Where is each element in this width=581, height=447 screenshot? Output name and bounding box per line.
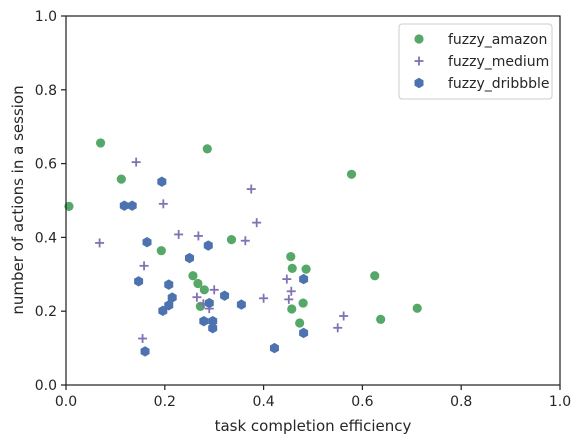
data-point [193,278,203,289]
data-point [299,327,309,339]
data-point [298,298,308,308]
data-point [286,286,296,296]
data-point [164,300,174,311]
legend-marker [414,77,424,89]
data-point [286,251,296,262]
x-tick-label: 0.0 [55,394,77,410]
data-point [339,311,349,321]
legend-label: fuzzy_dribbble [448,76,549,92]
data-point [199,285,209,295]
series-fuzzy-medium [95,157,349,344]
data-points [64,138,422,357]
data-point [287,304,297,314]
plot-frame [65,15,561,386]
series-fuzzy-dribbble [119,176,309,357]
data-point [346,169,357,179]
data-point [185,252,194,264]
data-point [226,235,237,245]
data-point [204,297,214,309]
data-point [95,138,106,148]
data-point [134,276,144,287]
data-point [157,176,167,187]
x-tick-label: 0.4 [252,394,274,410]
legend-label: fuzzy_amazon [448,32,547,48]
data-point [370,271,380,281]
data-point [240,236,250,246]
data-point [252,218,262,228]
data-point [333,323,343,333]
data-point [188,271,198,281]
data-point [174,229,184,239]
data-point [139,261,149,271]
y-tick-label: 0.8 [35,83,57,99]
y-tick-label: 1.0 [35,9,57,25]
legend-entries: fuzzy_amazon fuzzy_medium fuzzy_dribbble [414,32,549,92]
data-point [142,237,152,248]
data-point [156,246,166,256]
data-point [269,342,279,354]
data-point [287,263,297,273]
data-point [246,184,256,194]
data-point [208,322,218,334]
data-point [284,294,294,304]
data-point [202,144,212,154]
data-point [158,199,168,209]
data-point [167,292,177,303]
data-point [95,238,105,248]
x-axis-label: task completion efficiency [215,417,412,435]
y-tick-label: 0.4 [35,230,57,246]
x-tick-label: 0.6 [351,394,373,410]
data-point [127,200,137,211]
data-point [301,264,311,274]
data-point [209,285,219,295]
data-point [236,299,246,310]
data-point [64,201,74,212]
x-tick-label: 0.8 [450,394,472,410]
data-point [220,290,230,301]
data-point [131,157,141,167]
data-point [295,318,305,328]
legend-marker [414,56,424,66]
data-point [192,292,202,302]
axis-ticks: 0.0 0.2 0.4 0.6 0.8 1.0 0.0 0.2 0.4 0.6 0.8 1.0 [35,9,571,410]
data-point [193,231,203,241]
legend-marker [414,34,424,44]
legend-box [398,23,553,100]
data-point [119,200,129,211]
data-point [259,293,269,303]
data-point [138,334,148,344]
y-tick-label: 0.2 [35,304,57,320]
y-tick-label: 0.0 [35,378,57,394]
data-point [412,303,422,313]
y-axis-label: number of actions in a session [9,85,27,314]
x-tick-label: 0.2 [154,394,176,410]
legend-label: fuzzy_medium [448,54,549,70]
data-point [376,314,386,324]
data-point [299,273,309,285]
data-point [199,315,209,327]
x-tick-label: 1.0 [549,394,571,410]
data-point [140,346,150,357]
series-fuzzy-amazon [64,138,422,328]
data-point [164,279,174,290]
y-tick-label: 0.6 [35,157,57,173]
data-point [116,174,126,184]
legend: fuzzy_amazon fuzzy_medium fuzzy_dribbble [398,23,553,100]
data-point [282,274,292,284]
data-point [208,315,218,327]
data-point [203,240,213,251]
